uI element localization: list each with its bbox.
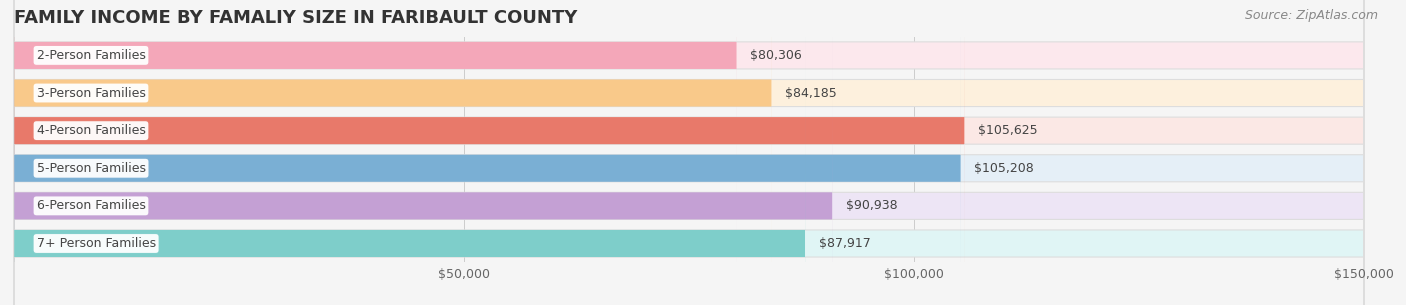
FancyBboxPatch shape (14, 0, 1364, 305)
Text: 4-Person Families: 4-Person Families (37, 124, 145, 137)
FancyBboxPatch shape (14, 0, 1364, 305)
Text: 3-Person Families: 3-Person Families (37, 87, 145, 99)
FancyBboxPatch shape (14, 0, 965, 305)
Text: Source: ZipAtlas.com: Source: ZipAtlas.com (1244, 9, 1378, 22)
FancyBboxPatch shape (14, 0, 960, 305)
Text: $105,208: $105,208 (974, 162, 1033, 175)
Text: $105,625: $105,625 (979, 124, 1038, 137)
Text: $90,938: $90,938 (846, 199, 897, 212)
FancyBboxPatch shape (14, 0, 1364, 305)
FancyBboxPatch shape (14, 0, 832, 305)
Text: 2-Person Families: 2-Person Families (37, 49, 145, 62)
Text: $84,185: $84,185 (785, 87, 837, 99)
Text: 6-Person Families: 6-Person Families (37, 199, 145, 212)
FancyBboxPatch shape (14, 0, 806, 305)
Text: $80,306: $80,306 (751, 49, 801, 62)
Text: $87,917: $87,917 (818, 237, 870, 250)
FancyBboxPatch shape (14, 0, 1364, 305)
FancyBboxPatch shape (14, 0, 1364, 305)
FancyBboxPatch shape (14, 0, 737, 305)
FancyBboxPatch shape (14, 0, 772, 305)
Text: 7+ Person Families: 7+ Person Families (37, 237, 156, 250)
Text: FAMILY INCOME BY FAMALIY SIZE IN FARIBAULT COUNTY: FAMILY INCOME BY FAMALIY SIZE IN FARIBAU… (14, 9, 578, 27)
Text: 5-Person Families: 5-Person Families (37, 162, 146, 175)
FancyBboxPatch shape (14, 0, 1364, 305)
